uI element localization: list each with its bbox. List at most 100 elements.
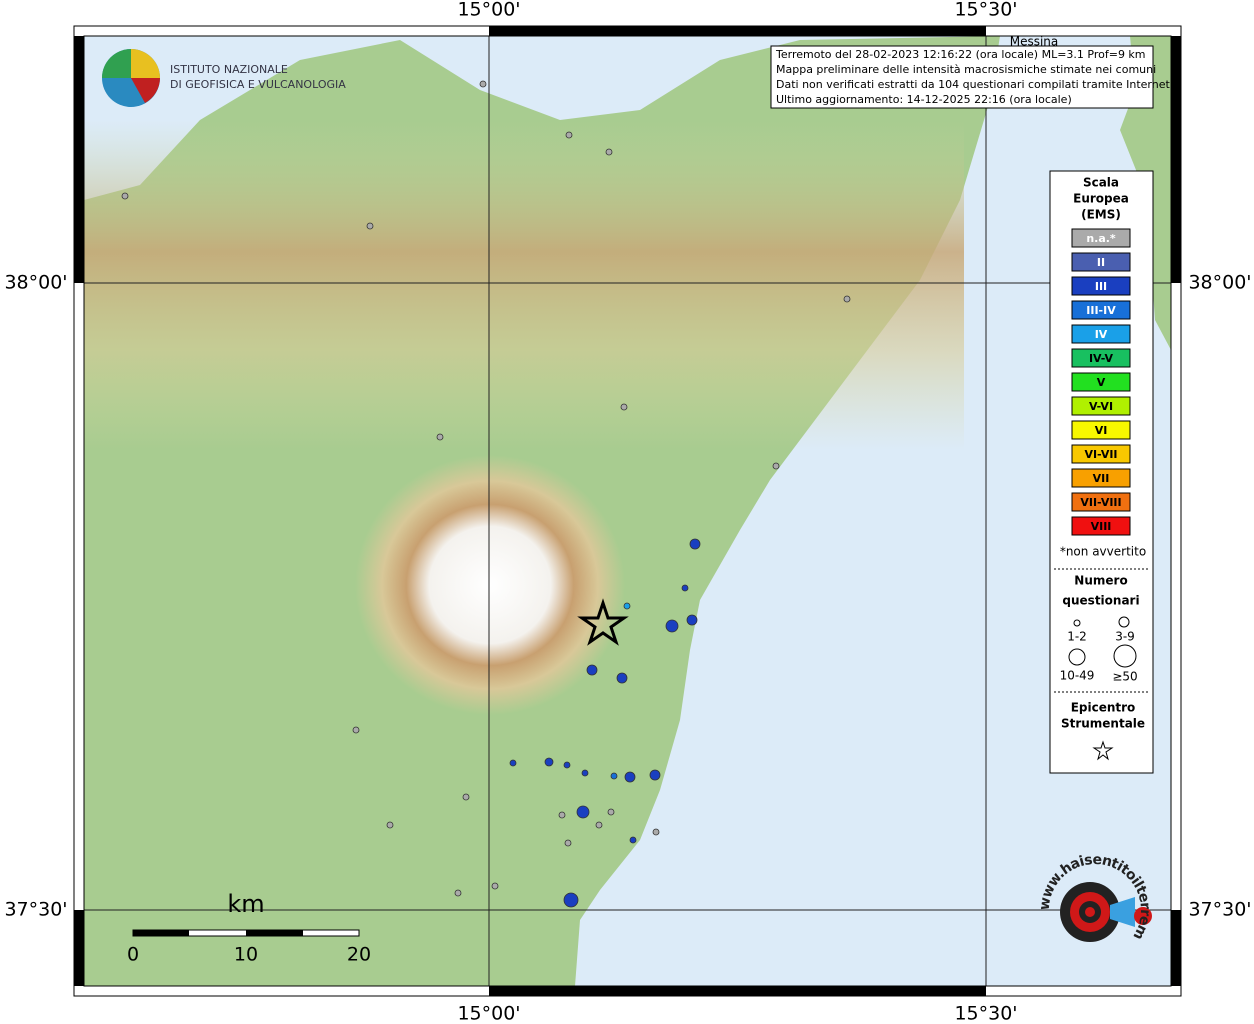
legend-swatch [1071,324,1131,344]
legend-label: IV [1095,328,1108,341]
legend-swatch [1071,444,1131,464]
legend-label: VI [1095,424,1108,437]
intensity-point [772,462,780,470]
map-frame [73,25,1182,997]
legend-swatch [1071,468,1131,488]
epicenter [577,598,629,646]
legend-title: (EMS) [1081,208,1121,222]
logo-text: ISTITUTO NAZIONALE [170,63,288,76]
intensity-point [454,889,462,897]
legend: Scala Europea (EMS) *non avvertito Numer… [1054,176,1150,761]
legend-label: VII-VIII [1080,496,1121,509]
intensity-point [665,619,679,633]
legend-label: VII [1093,472,1110,485]
legend-swatch [1071,516,1131,536]
legend-swatch [1071,372,1131,392]
intensity-point [581,769,589,777]
scale-tick: 10 [234,944,258,966]
frame-bar [489,986,986,996]
info-box [770,45,1154,109]
map-area [84,36,1171,986]
info-line: Ultimo aggiornamento: 14-12-2025 22:16 (… [776,93,1072,106]
legend-swatch [1071,348,1131,368]
intensity-point [386,821,394,829]
legend-title: questionari [1062,594,1139,608]
intensity-point [623,602,631,610]
legend-swatch [1071,420,1131,440]
legend-title: Numero [1074,574,1127,588]
intensity-point [586,664,598,676]
intensity-point [462,793,470,801]
intensity-point [352,726,360,734]
scale-bar: km 0 10 20 [127,890,371,966]
intensity-point [629,836,637,844]
frame-bar [489,26,986,36]
frame-bar [1171,910,1181,986]
count-label: 1-2 [1067,630,1087,644]
legend-label: VIII [1091,520,1112,533]
intensity-point [620,403,628,411]
lon-label: 15°30' [954,1003,1017,1024]
frame-bar [1171,36,1181,283]
scale-tick: 20 [347,944,371,966]
intensity-point [565,131,573,139]
legend-swatch [1071,276,1131,296]
legend-swatch [1071,492,1131,512]
count-label: ≥50 [1112,670,1137,684]
legend-label: V-VI [1089,400,1113,413]
intensity-point [652,828,660,836]
legend-title: Strumentale [1061,717,1145,731]
legend-title: Scala [1083,176,1119,190]
intensity-points [121,80,851,908]
legend-title: Epicentro [1071,701,1136,715]
intensity-point [563,892,579,908]
place-label: Messina [1010,35,1059,49]
intensity-point [121,192,129,200]
intensity-point [649,769,661,781]
info-line: Dati non verificati estratti da 104 ques… [776,78,1173,91]
intensity-point [563,761,571,769]
intensity-point [366,222,374,230]
legend-swatch [1071,396,1131,416]
count-label: 10-49 [1060,669,1095,683]
intensity-point [616,672,628,684]
intensity-point [544,757,554,767]
intensity-point [509,759,517,767]
legend-label: VI-VII [1084,448,1117,461]
legend-swatch [1071,300,1131,320]
legend-label: III-IV [1086,304,1116,317]
info-text: Terremoto del 28-02-2023 12:16:22 (ora l… [775,48,1173,106]
lat-label: 37°30' [1188,899,1251,921]
intensity-point [843,295,851,303]
intensity-point [686,614,698,626]
legend-label: III [1095,280,1107,293]
frame-bar [74,36,84,283]
logo-text: DI GEOFISICA E VULCANOLOGIA [170,78,346,91]
intensity-point [610,772,618,780]
lat-label: 37°30' [4,899,67,921]
legend-swatch [1071,252,1131,272]
legend-label: IV-V [1089,352,1114,365]
intensity-point [681,584,689,592]
lon-label: 15°30' [954,0,1017,21]
lat-label: 38°00' [4,272,67,294]
intensity-point [607,808,615,816]
intensity-point [595,821,603,829]
legend-label: n.a.* [1086,232,1116,245]
intensity-point [491,882,499,890]
scale-tick: 0 [127,944,139,966]
intensity-point [564,839,572,847]
legend-label: II [1097,256,1105,269]
count-label: 3-9 [1115,630,1135,644]
ingv-logo: ISTITUTO NAZIONALE DI GEOFISICA E VULCAN… [102,49,346,107]
info-line: Terremoto del 28-02-2023 12:16:22 (ora l… [775,48,1146,61]
legend-note: *non avvertito [1060,545,1146,559]
intensity-point [436,433,444,441]
legend-title: Europea [1073,192,1129,206]
intensity-point [558,811,566,819]
legend-swatch [1071,228,1131,248]
frame-bar [74,910,84,986]
lat-label: 38°00' [1188,272,1251,294]
info-line: Mappa preliminare delle intensità macros… [776,63,1156,76]
